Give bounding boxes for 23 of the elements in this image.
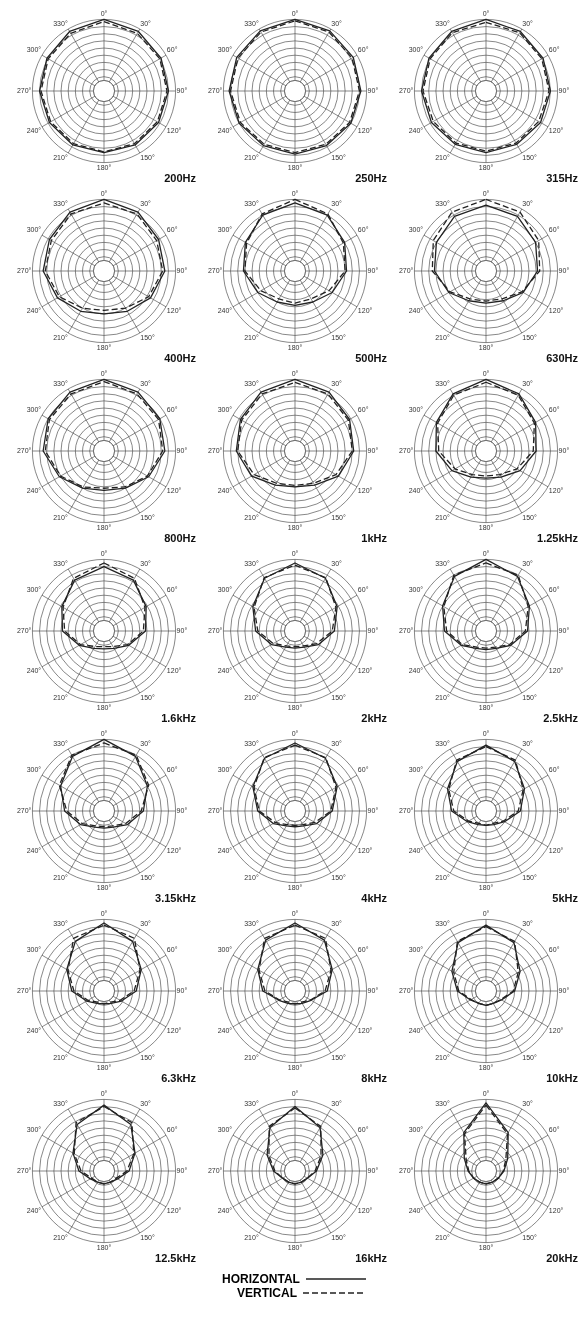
text: 10kHz: [546, 1072, 579, 1085]
text: 800Hz: [164, 532, 197, 545]
text: 5kHz: [552, 892, 579, 905]
text: 20kHz: [546, 1252, 579, 1265]
text: 1.25kHz: [537, 532, 579, 545]
text: 1.6kHz: [161, 712, 197, 725]
legend-label: VERTICAL: [237, 1286, 297, 1300]
text: 12.5kHz: [155, 1252, 197, 1265]
text: 315Hz: [546, 172, 579, 185]
text: 3.15kHz: [155, 892, 197, 905]
text: 200Hz: [164, 172, 197, 185]
text: 4kHz: [361, 892, 388, 905]
text: 2kHz: [361, 712, 388, 725]
text: 8kHz: [361, 1072, 388, 1085]
legend-label: HORIZONTAL: [222, 1272, 300, 1286]
text: 16kHz: [355, 1252, 388, 1265]
text: 6.3kHz: [161, 1072, 197, 1085]
text: 1kHz: [361, 532, 388, 545]
text: 250Hz: [355, 172, 388, 185]
text: 400Hz: [164, 352, 197, 365]
text: 2.5kHz: [543, 712, 579, 725]
text: 630Hz: [546, 352, 579, 365]
text: 500Hz: [355, 352, 388, 365]
